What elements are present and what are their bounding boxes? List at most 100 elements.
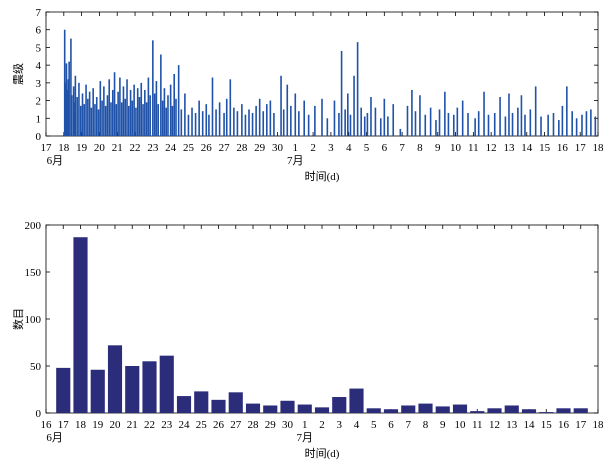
x-tick-label: 24 <box>179 419 191 431</box>
magnitude-bar <box>487 114 490 136</box>
magnitude-bar <box>177 65 180 136</box>
magnitude-bar <box>180 109 183 136</box>
count-bar <box>383 409 399 413</box>
x-tick-label: 17 <box>58 419 70 431</box>
x-tick-label: 9 <box>440 419 446 431</box>
magnitude-bar <box>122 86 125 136</box>
magnitude-bar <box>435 120 437 136</box>
x-tick-label: 27 <box>219 142 231 154</box>
x-tick-label: 5 <box>364 142 370 154</box>
magnitude-bar <box>191 107 193 136</box>
count-bar <box>366 408 381 413</box>
magnitude-bar <box>338 112 340 136</box>
magnitude-bar <box>452 114 455 136</box>
magnitude-bar <box>383 98 386 136</box>
magnitude-bar <box>124 98 127 136</box>
magnitude-bar <box>379 118 382 136</box>
x-tick-label: 22 <box>130 142 141 154</box>
x-tick-label: 26 <box>213 419 225 431</box>
x-tick-label: 11 <box>468 142 479 154</box>
magnitude-bar <box>205 104 208 136</box>
magnitude-bar <box>534 86 537 136</box>
magnitude-bar <box>424 114 427 136</box>
magnitude-bar <box>456 107 459 136</box>
x-tick-label: 5 <box>371 419 377 431</box>
magnitude-bar <box>144 89 146 136</box>
magnitude-bar <box>225 98 228 136</box>
magnitude-bar <box>104 105 107 136</box>
magnitude-bar <box>493 112 496 136</box>
magnitude-bar <box>298 111 300 136</box>
magnitude-bar <box>303 100 305 136</box>
magnitude-bar <box>63 29 66 136</box>
magnitude-bar <box>467 112 469 136</box>
x-tick-label: 13 <box>506 419 518 431</box>
x-tick-label: 18 <box>58 142 70 154</box>
magnitude-bar <box>419 95 421 136</box>
x-tick-label: 20 <box>110 419 122 431</box>
magnitude-bar <box>307 114 310 136</box>
x-tick-label: 17 <box>575 419 587 431</box>
y-tick-label: 1 <box>36 113 42 125</box>
x-tick-label: 1 <box>302 419 308 431</box>
y-axis-label: 数目 <box>12 308 25 330</box>
magnitude-bar <box>106 95 109 136</box>
magnitude-bar <box>429 107 432 136</box>
x-tick-label: 29 <box>254 142 266 154</box>
magnitude-bar <box>561 105 564 136</box>
magnitude-bar <box>103 86 105 136</box>
magnitude-bar <box>76 97 78 136</box>
y-tick-label: 100 <box>25 314 42 326</box>
x-tick-label: 15 <box>539 142 551 154</box>
magnitude-bar <box>571 111 573 136</box>
x-tick-label: 1 <box>293 142 299 154</box>
month-label: 7月 <box>287 155 304 167</box>
magnitude-bar <box>163 88 166 136</box>
x-tick-label: 25 <box>183 142 195 154</box>
magnitude-bar <box>508 93 510 136</box>
magnitude-bar <box>94 104 96 136</box>
x-tick-label: 26 <box>201 142 213 154</box>
count-bar <box>349 388 364 413</box>
magnitude-bar <box>129 89 132 136</box>
y-tick-label: 3 <box>36 78 42 90</box>
magnitude-bar <box>133 84 135 136</box>
magnitude-bar <box>273 112 275 136</box>
x-tick-label: 10 <box>450 142 462 154</box>
x-tick-label: 21 <box>112 142 123 154</box>
magnitude-bar <box>92 88 94 136</box>
magnitude-bar <box>590 109 592 136</box>
magnitude-bar <box>347 93 349 136</box>
y-tick-label: 5 <box>36 42 42 54</box>
magnitude-bar <box>241 104 243 136</box>
x-tick-label: 17 <box>41 142 53 154</box>
magnitude-bar <box>438 109 441 136</box>
count-bar <box>245 403 261 413</box>
magnitude-bar <box>314 105 316 136</box>
magnitude-bar <box>244 114 247 136</box>
magnitude-bar <box>266 104 268 136</box>
magnitude-bar <box>529 109 532 136</box>
x-tick-label: 16 <box>41 419 53 431</box>
x-tick-label: 7 <box>406 419 412 431</box>
magnitude-bar <box>215 109 217 136</box>
magnitude-bar <box>67 79 70 136</box>
magnitude-bar <box>558 120 560 136</box>
count-bar <box>263 405 278 413</box>
magnitude-bar <box>149 95 151 136</box>
magnitude-bar <box>370 97 372 136</box>
magnitude-bar <box>366 112 369 136</box>
magnitude-bar <box>540 116 542 136</box>
magnitude-bar <box>73 102 76 136</box>
x-tick-label: 19 <box>92 419 104 431</box>
magnitude-bar <box>524 114 526 136</box>
magnitude-bar <box>171 105 174 136</box>
magnitude-bar <box>356 42 359 136</box>
magnitude-bar <box>406 105 409 136</box>
magnitude-bar <box>165 107 167 136</box>
magnitude-bar <box>251 112 254 136</box>
magnitude-bar <box>294 93 297 136</box>
magnitude-bar <box>99 81 102 136</box>
magnitude-bar <box>64 82 67 136</box>
count-bar <box>521 409 537 413</box>
